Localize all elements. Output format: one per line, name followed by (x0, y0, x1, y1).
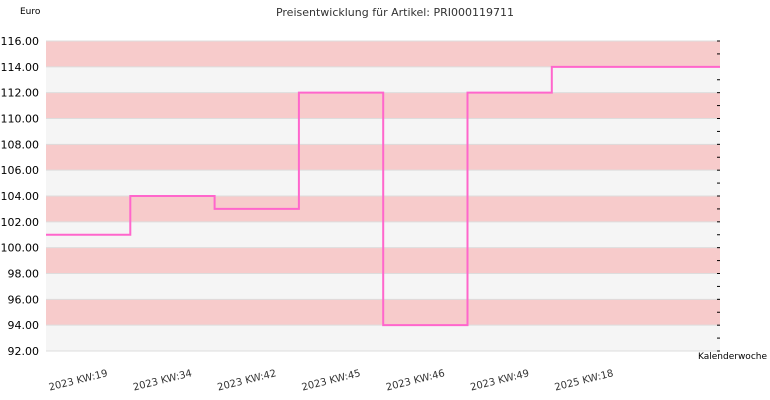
y-tick-label: 108.00 (1, 138, 40, 151)
y-tick-label: 92.00 (8, 345, 40, 358)
x-tick-label: 2023 KW:45 (301, 368, 362, 393)
x-tick-label: 2025 KW:18 (554, 368, 615, 393)
y-tick-label: 114.00 (1, 61, 40, 74)
chart-title: Preisentwicklung für Artikel: PRI0001197… (276, 6, 514, 19)
y-tick-label: 112.00 (1, 87, 40, 100)
y-tick-label: 94.00 (8, 319, 40, 332)
y-tick-label: 106.00 (1, 164, 40, 177)
background-band (46, 66, 720, 93)
x-tick-label: 2023 KW:34 (132, 368, 193, 393)
price-series (46, 65, 720, 327)
x-axis-label: Kalenderwoche (698, 352, 767, 362)
x-tick-label: 2023 KW:46 (385, 368, 446, 393)
x-tick-label: 2023 KW:49 (469, 368, 530, 393)
y-tick-label: 98.00 (8, 268, 40, 281)
y-tick-label: 96.00 (8, 293, 40, 306)
x-tick-label: 2023 KW:19 (48, 368, 109, 393)
y-tick-label: 110.00 (1, 113, 40, 126)
y-axis-ticks: 92.00 94.00 96.00 98.00 100.00 102.00 104.00 10… (1, 35, 40, 358)
background-band (46, 325, 720, 351)
y-tick-label: 102.00 (1, 216, 40, 229)
x-tick-label: 2023 KW:42 (216, 368, 277, 393)
y-tick-label: 100.00 (1, 242, 40, 255)
y-tick-label: 104.00 (1, 190, 40, 203)
right-axis-ticks (717, 40, 720, 352)
y-tick-label: 116.00 (1, 35, 40, 48)
price-step-line (46, 65, 720, 327)
y-axis-label: Euro (20, 7, 41, 17)
x-axis-ticks: 2023 KW:19 2023 KW:34 2023 KW:42 2023 KW:45… (48, 368, 615, 393)
background-band (46, 41, 720, 67)
